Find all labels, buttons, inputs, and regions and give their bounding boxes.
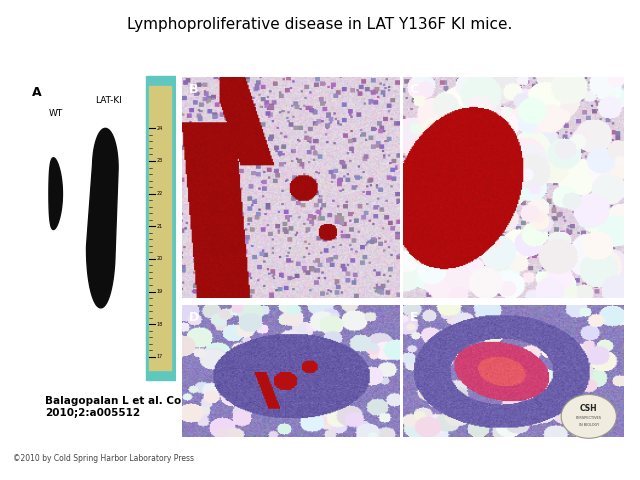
Text: ©2010 by Cold Spring Harbor Laboratory Press: ©2010 by Cold Spring Harbor Laboratory P… [13,454,194,463]
Text: 24: 24 [156,126,163,131]
Text: 19: 19 [156,289,163,294]
Text: 17: 17 [156,354,163,360]
Text: Lymphoproliferative disease in LAT Y136F KI mice.: Lymphoproliferative disease in LAT Y136F… [127,17,513,32]
Text: C: C [410,84,419,96]
Text: 18: 18 [156,322,163,327]
Text: 21: 21 [156,224,163,229]
Text: Balagopalan L et al. Cold Spring Harb Perspect Biol
2010;2:a005512: Balagopalan L et al. Cold Spring Harb Pe… [45,396,348,418]
Text: A: A [31,86,41,99]
Polygon shape [146,76,176,380]
Text: 20: 20 [156,256,163,262]
Text: B: B [189,84,198,96]
Text: PERSPECTIVES: PERSPECTIVES [576,416,602,420]
Text: 22: 22 [156,191,163,196]
Circle shape [561,395,616,438]
Polygon shape [86,128,118,308]
Text: WT: WT [49,109,63,118]
Polygon shape [149,86,172,370]
Text: CSH: CSH [580,404,598,413]
Text: IN BIOLOGY: IN BIOLOGY [579,422,599,427]
Text: E: E [410,312,419,324]
Text: D: D [189,312,199,324]
Polygon shape [49,158,63,229]
Text: 23: 23 [156,158,163,164]
Text: LAT-KI: LAT-KI [95,96,122,105]
